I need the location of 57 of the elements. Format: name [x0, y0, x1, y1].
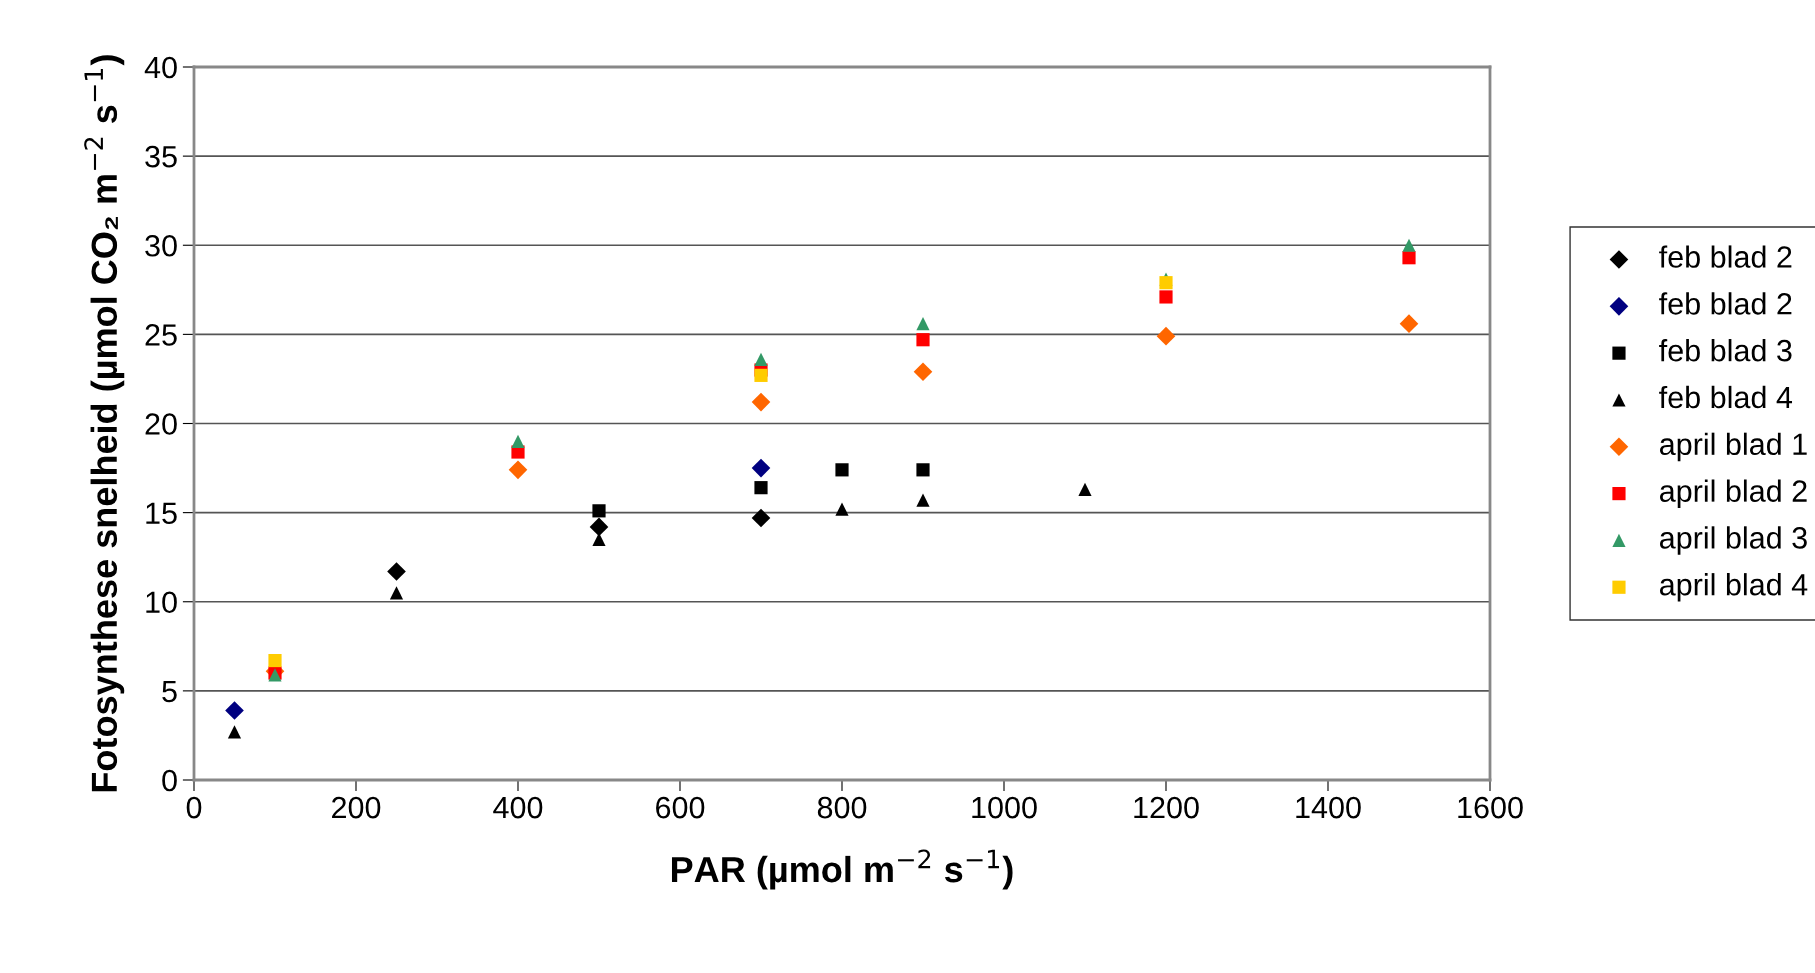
- x-tick-label: 400: [493, 796, 543, 819]
- point: [268, 653, 282, 668]
- point: [1402, 238, 1416, 252]
- legend-label: feb blad 2: [1659, 292, 1792, 315]
- x-tick-label: 200: [332, 796, 381, 819]
- point: [916, 493, 930, 507]
- point: [1159, 290, 1173, 304]
- point: [1156, 326, 1176, 346]
- point: [754, 481, 768, 495]
- point: [508, 460, 528, 480]
- x-tick-label: 0: [186, 796, 202, 819]
- y-tick-label: 30: [145, 234, 177, 257]
- point: [916, 317, 930, 331]
- point: [511, 434, 525, 448]
- x-axis-title: PAR (µmol m$^{−2}$ s$^{−1}$): [671, 849, 1013, 890]
- legend-label: feb blad 3: [1659, 339, 1792, 362]
- x-tick-label: 800: [817, 796, 867, 819]
- legend-label: april blad 1: [1659, 432, 1807, 462]
- point: [916, 333, 930, 347]
- point: [754, 352, 768, 366]
- point: [227, 725, 242, 739]
- legend-label: feb blad 2: [1659, 245, 1792, 268]
- y-tick-label: 10: [146, 591, 177, 614]
- point: [589, 517, 609, 537]
- point: [1399, 314, 1419, 333]
- x-tick-label: 600: [656, 796, 705, 819]
- point: [916, 463, 930, 477]
- point: [835, 463, 849, 477]
- point: [751, 392, 771, 412]
- point: [751, 508, 771, 528]
- legend-label: feb blad 4: [1659, 385, 1793, 409]
- legend-label: april blad 2: [1659, 479, 1807, 508]
- point: [835, 502, 849, 516]
- point: [592, 504, 606, 518]
- point: [1159, 276, 1173, 290]
- point: [1402, 251, 1416, 265]
- y-tick-label: 25: [145, 324, 177, 346]
- point: [387, 562, 406, 581]
- point: [225, 701, 244, 720]
- y-tick-label: 0: [162, 769, 177, 792]
- y-tick-label: 40: [144, 56, 177, 79]
- point: [1078, 482, 1092, 497]
- legend-label: april blad 4: [1659, 573, 1808, 602]
- y-tick-label: 15: [146, 502, 177, 524]
- y-tick-label: 5: [162, 680, 177, 703]
- x-tick-label: 1200: [1134, 796, 1199, 819]
- point: [389, 586, 404, 600]
- point: [754, 368, 768, 382]
- y-tick-label: 20: [145, 413, 177, 435]
- y-tick-label: 35: [145, 145, 177, 168]
- point: [913, 362, 933, 382]
- x-tick-label: 1600: [1458, 796, 1523, 819]
- x-tick-label: 1000: [972, 796, 1037, 819]
- x-tick-label: 1400: [1296, 796, 1361, 819]
- point: [751, 458, 771, 478]
- y-axis-title: Fotosynthese snelheid (µmol CO₂ m$^{−2}$ s$^{−1}$): [84, 55, 125, 792]
- legend-label: april blad 3: [1659, 526, 1807, 555]
